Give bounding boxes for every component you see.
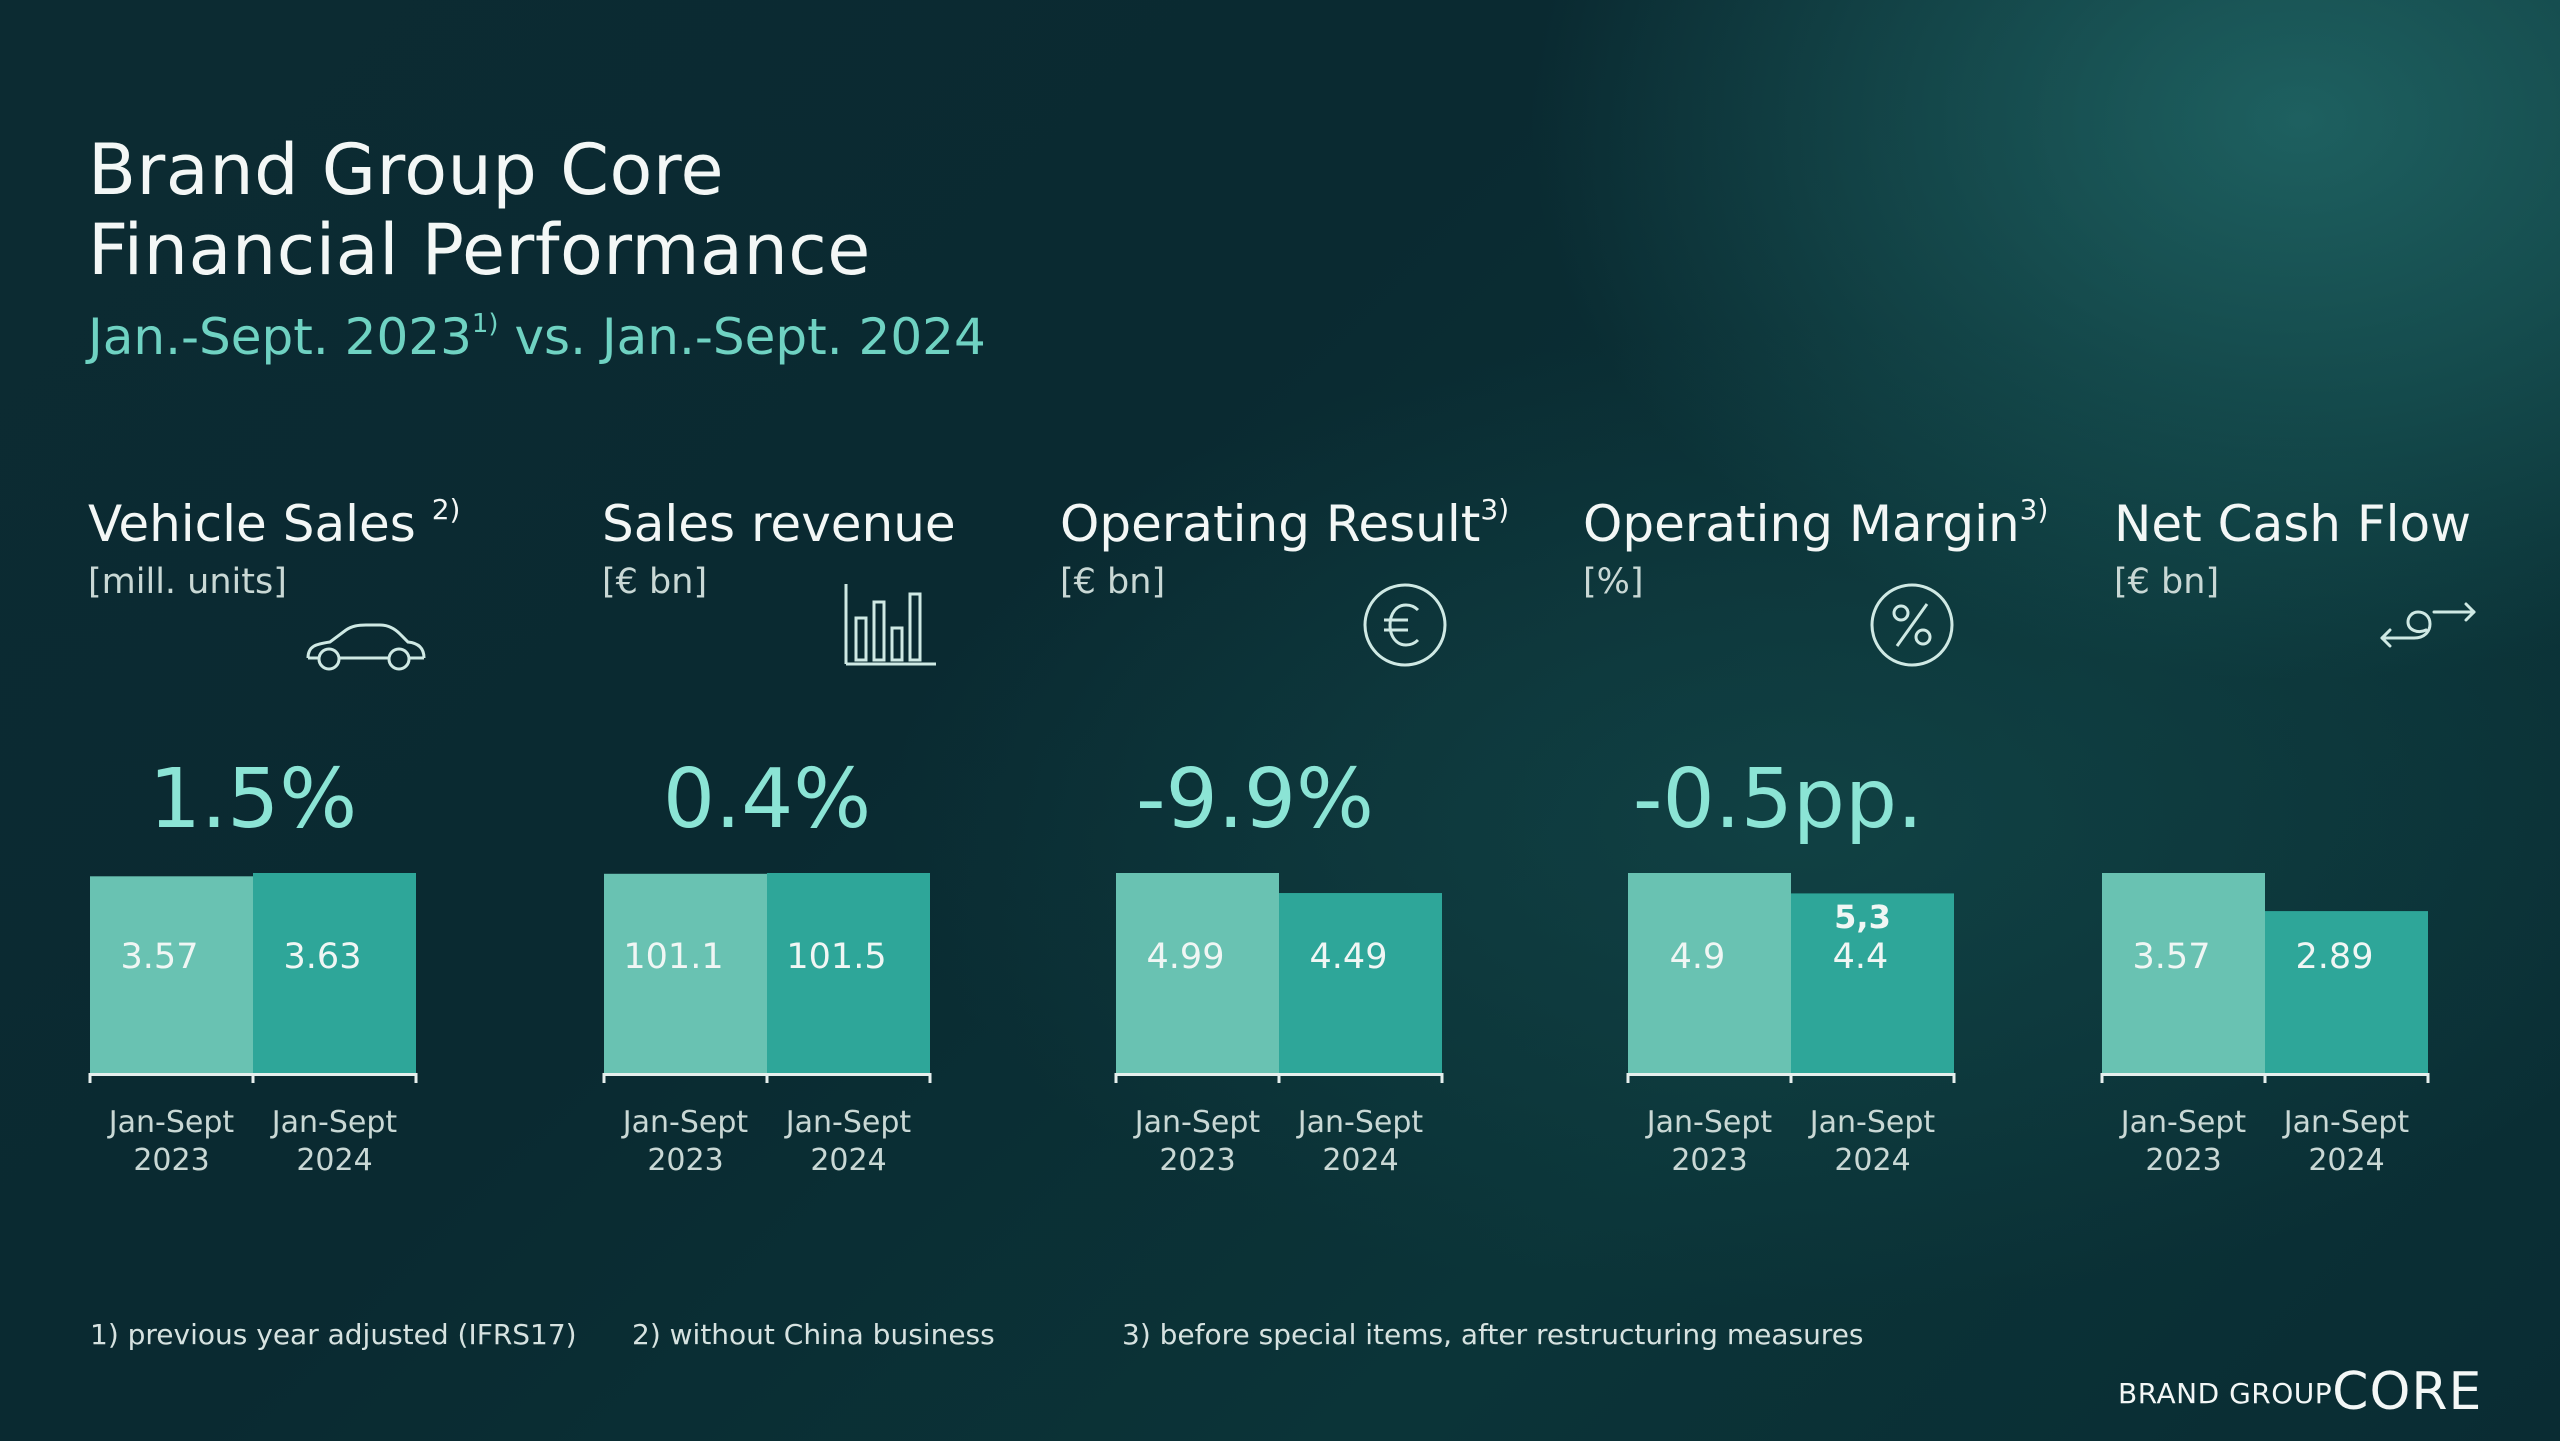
x-tick-label: Jan-Sept (2282, 1105, 2410, 1140)
cash-flow-icon (2380, 602, 2476, 648)
panel-title-text: Vehicle Sales (88, 495, 416, 553)
bar-value-label: 101.5 (786, 937, 886, 977)
panel-unit: [€ bn] (602, 562, 708, 602)
panel-title-text: Sales revenue (602, 495, 956, 553)
x-tick-label: Jan-Sept (1645, 1105, 1773, 1140)
bar-2023 (604, 873, 767, 1073)
panel-title-text: Operating Margin (1583, 495, 2020, 553)
car-icon (306, 623, 426, 671)
bar-2024 (2265, 911, 2428, 1073)
footnote-2: 2) without China business (632, 1318, 995, 1351)
panel-title-note: 3) (2019, 493, 2049, 526)
panel-unit: [€ bn] (2114, 562, 2220, 602)
bar-2023 (2102, 873, 2265, 1073)
x-tick-label: Jan-Sept (1296, 1105, 1424, 1140)
x-tick-label: Jan-Sept (784, 1105, 912, 1140)
change-value: 0.4% (662, 752, 872, 847)
footnote-3: 3) before special items, after restructu… (1122, 1318, 1864, 1351)
bar-2024 (1279, 893, 1442, 1073)
kpi-panel-vehicle-sales: Vehicle Sales 2) [mill. units] 1.5% 3.57… (88, 480, 508, 1200)
change-value: -0.5pp. (1632, 752, 1924, 847)
title-period: Jan.-Sept. 20231) vs. Jan.-Sept. 2024 (88, 290, 986, 371)
kpi-panel-sales-revenue: Sales revenue [€ bn] 0.4% 101.1 Jan-Sept 2… (602, 480, 1022, 1200)
x-tick-label: Jan-Sept (107, 1105, 235, 1140)
x-tick-label: Jan-Sept (1133, 1105, 1261, 1140)
bar-2023 (1628, 873, 1791, 1073)
title-line-2: Financial Performance (88, 209, 871, 291)
panel-title: Net Cash Flow (2114, 480, 2471, 554)
kpi-panel-operating-result: Operating Result3) [€ bn] -9.9% 4.99 Jan-… (1060, 480, 1509, 1200)
kpi-panel-operating-margin: Operating Margin3) [%] -0.5pp. 4.9 Jan-Se… (1583, 480, 2048, 1200)
logo-big: CORE (2332, 1362, 2483, 1422)
x-tick-label: 2023 (1671, 1143, 1747, 1178)
extra-value-label: 5,3 (1834, 898, 1891, 936)
bar-2024 (253, 873, 416, 1073)
bar-2023 (1116, 873, 1279, 1073)
panel-title-text: Net Cash Flow (2114, 495, 2471, 553)
title-line-1: Brand Group Core (88, 129, 725, 211)
bar-value-label: 3.57 (121, 937, 199, 977)
x-tick-label: 2023 (647, 1143, 723, 1178)
x-tick-label: 2023 (133, 1143, 209, 1178)
percent-icon (1870, 583, 1954, 667)
bar-value-label: 4.49 (1310, 937, 1388, 977)
x-tick-label: 2024 (1834, 1143, 1910, 1178)
x-tick-label: 2024 (1322, 1143, 1398, 1178)
bar-2024 (767, 873, 930, 1073)
panel-title: Sales revenue (602, 480, 956, 554)
bar-chart-icon (844, 584, 936, 666)
bar-2023 (90, 876, 253, 1073)
panel-title: Vehicle Sales 2) (88, 480, 460, 554)
euro-icon (1363, 583, 1447, 667)
x-tick-label: Jan-Sept (2119, 1105, 2247, 1140)
panel-title-note: 2) (431, 493, 461, 526)
bar-value-label: 2.89 (2296, 937, 2374, 977)
bar-value-label: 4.9 (1670, 937, 1726, 977)
period-a-note: 1) (471, 309, 499, 339)
bar-value-label: 101.1 (623, 937, 723, 977)
change-value: 1.5% (148, 752, 358, 847)
change-value: -9.9% (1136, 752, 1374, 847)
footnote-1: 1) previous year adjusted (IFRS17) (90, 1318, 577, 1351)
bar-value-label: 3.57 (2133, 937, 2211, 977)
brand-logo: BRAND GROUPCORE (2118, 1362, 2482, 1422)
panel-title-note: 3) (1480, 493, 1510, 526)
x-tick-label: 2024 (2308, 1143, 2384, 1178)
panel-title-text: Operating Result (1060, 495, 1481, 553)
logo-small: BRAND GROUP (2118, 1377, 2333, 1410)
x-tick-label: 2023 (1159, 1143, 1235, 1178)
kpi-panel-net-cash-flow: Net Cash Flow [€ bn] 3.57 Jan-Sept 2023 2.8… (2100, 480, 2534, 1200)
bar-value-label: 4.4 (1833, 937, 1889, 977)
period-b: vs. Jan.-Sept. 2024 (498, 308, 986, 366)
panel-unit: [€ bn] (1060, 562, 1166, 602)
panel-unit: [mill. units] (88, 562, 287, 602)
x-tick-label: 2024 (296, 1143, 372, 1178)
x-tick-label: Jan-Sept (1808, 1105, 1936, 1140)
period-a: Jan.-Sept. 2023 (88, 308, 472, 366)
panel-title: Operating Result3) (1060, 480, 1509, 554)
bar-value-label: 3.63 (284, 937, 362, 977)
x-tick-label: Jan-Sept (621, 1105, 749, 1140)
x-tick-label: Jan-Sept (270, 1105, 398, 1140)
bar-value-label: 4.99 (1147, 937, 1225, 977)
panel-title: Operating Margin3) (1583, 480, 2048, 554)
slide-title: Brand Group Core Financial Performance J… (88, 130, 986, 371)
panel-unit: [%] (1583, 562, 1644, 602)
x-tick-label: 2023 (2145, 1143, 2221, 1178)
x-tick-label: 2024 (810, 1143, 886, 1178)
bar-2024 (1791, 893, 1954, 1073)
